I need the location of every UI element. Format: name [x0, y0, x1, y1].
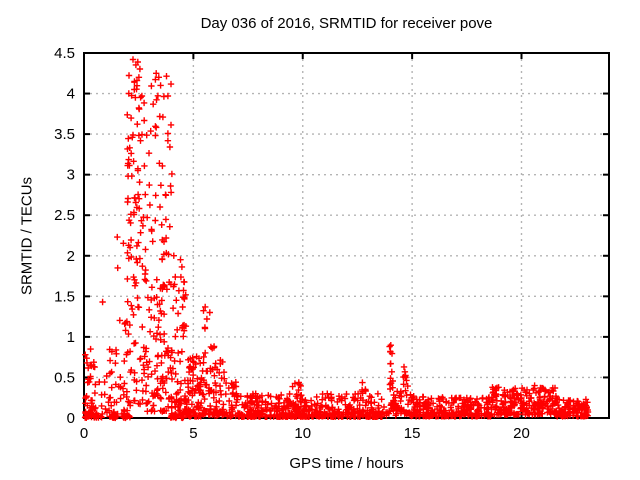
- x-tick-label: 10: [294, 425, 311, 442]
- x-tick-label: 0: [80, 425, 88, 442]
- y-tick-label: 4.5: [54, 45, 75, 62]
- y-tick-label: 0: [67, 410, 75, 427]
- y-tick-label: 4: [67, 86, 75, 103]
- y-tick-label: 3: [67, 167, 75, 184]
- scatter-points: [81, 56, 592, 422]
- x-tick-label: 5: [189, 425, 197, 442]
- plot-border: [83, 52, 610, 419]
- y-tick-label: 1.5: [54, 288, 75, 305]
- y-tick-label: 2: [67, 248, 75, 265]
- chart-title: Day 036 of 2016, SRMTID for receiver pov…: [200, 15, 493, 32]
- y-tick-label: 2.5: [54, 207, 75, 224]
- y-tick-label: 1: [67, 329, 75, 346]
- x-tick-label: 15: [404, 425, 421, 442]
- x-axis-label: GPS time / hours: [289, 455, 404, 472]
- y-tick-label: 3.5: [54, 126, 75, 143]
- y-tick-label: 0.5: [54, 369, 75, 386]
- x-tick-label: 20: [513, 425, 530, 442]
